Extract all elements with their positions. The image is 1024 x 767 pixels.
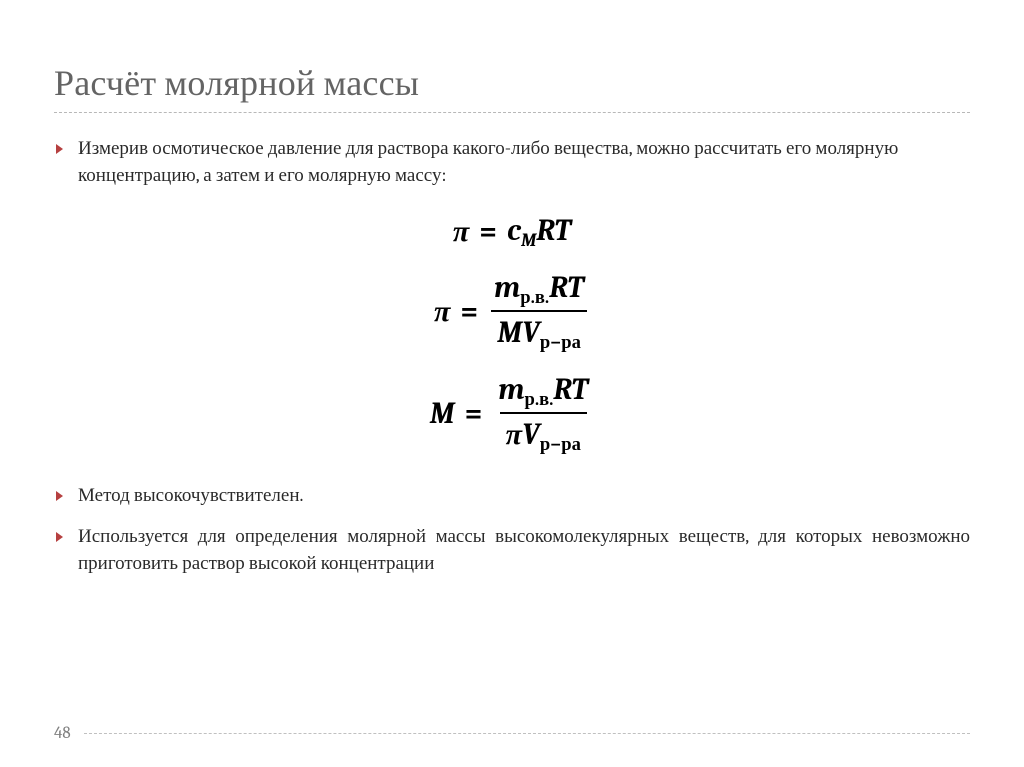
formula-1-rhs: cMRT: [507, 213, 571, 251]
symbol-M: M: [497, 315, 522, 350]
subscript-M: M: [521, 229, 536, 251]
symbol-pi: π: [506, 417, 522, 452]
equals-sign: =: [460, 294, 478, 329]
symbol-RT: RT: [536, 213, 571, 248]
formula-1: π = cMRT: [54, 213, 970, 251]
page-number: 48: [54, 724, 71, 743]
subscript-rv: р.в.: [524, 388, 553, 410]
formula-3-fraction: mр.в.RT πVр−ра: [492, 373, 594, 455]
symbol-V: V: [522, 417, 540, 452]
footer-divider: [84, 733, 970, 734]
formula-2-denominator: MVр−ра: [491, 310, 587, 352]
page-title: Расчёт молярной массы: [54, 62, 970, 104]
symbol-m: m: [498, 372, 524, 407]
formula-2: π = mр.в.RT MVр−ра: [54, 271, 970, 353]
formula-3-numerator: mр.в.RT: [492, 373, 594, 412]
formula-3-denominator: πVр−ра: [500, 412, 587, 454]
symbol-m: m: [494, 270, 520, 305]
formula-2-lhs: π: [434, 294, 450, 329]
formula-2-numerator: mр.в.RT: [488, 271, 590, 310]
equals-sign: =: [465, 396, 483, 431]
formula-3-lhs: M: [430, 396, 455, 431]
formula-3: M = mр.в.RT πVр−ра: [54, 373, 970, 455]
formula-block: π = cMRT π = mр.в.RT MVр−ра M =: [54, 213, 970, 455]
subscript-rra: р−ра: [540, 331, 581, 353]
subscript-rra: р−ра: [540, 433, 581, 455]
title-divider: [54, 112, 970, 113]
symbol-V: V: [522, 315, 540, 350]
formula-2-fraction: mр.в.RT MVр−ра: [488, 271, 590, 353]
symbol-RT: RT: [549, 270, 584, 305]
bullet-list-lower: Метод высокочувствителен. Используется д…: [54, 482, 970, 577]
formula-1-lhs: π: [453, 214, 469, 249]
bullet-list: Измерив осмотическое давление для раство…: [54, 135, 970, 189]
bullet-usage: Используется для определения молярной ма…: [54, 523, 970, 577]
symbol-c: c: [507, 213, 521, 248]
bullet-intro: Измерив осмотическое давление для раство…: [54, 135, 970, 189]
symbol-RT: RT: [553, 372, 588, 407]
bullet-method: Метод высокочувствителен.: [54, 482, 970, 509]
subscript-rv: р.в.: [520, 286, 549, 308]
slide: Расчёт молярной массы Измерив осмотическ…: [0, 0, 1024, 767]
equals-sign: =: [479, 214, 497, 249]
